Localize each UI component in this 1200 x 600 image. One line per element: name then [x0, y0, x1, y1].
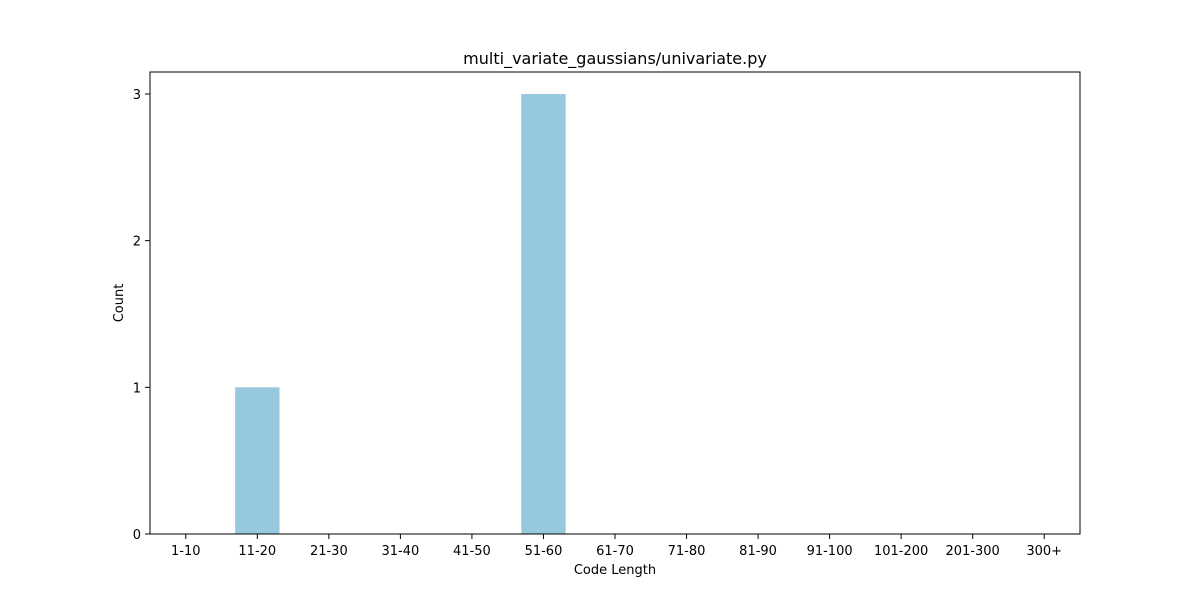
- y-axis: 0 1 2 3: [133, 88, 150, 543]
- x-tick-label-1-10: 1-10: [171, 544, 201, 559]
- bar-51-60: [521, 94, 566, 534]
- x-tick-label-71-80: 71-80: [668, 544, 706, 559]
- y-tick-label-2: 2: [133, 235, 141, 250]
- x-tick-label-61-70: 61-70: [596, 544, 634, 559]
- y-tick-label-3: 3: [133, 88, 141, 103]
- x-tick-label-300+: 300+: [1026, 544, 1062, 559]
- bars-group: [235, 94, 566, 534]
- x-tick-label-101-200: 101-200: [874, 544, 928, 559]
- x-tick-label-41-50: 41-50: [453, 544, 491, 559]
- plot-area-frame: [149, 71, 1081, 535]
- x-tick-label-11-20: 11-20: [238, 544, 276, 559]
- bar-11-20: [235, 387, 280, 534]
- x-tick-label-201-300: 201-300: [946, 544, 1000, 559]
- y-axis-title: Count: [112, 284, 127, 323]
- y-tick-label-0: 0: [133, 528, 141, 543]
- x-axis-title: Code Length: [574, 563, 656, 578]
- y-tick-label-1: 1: [133, 381, 141, 396]
- x-tick-label-21-30: 21-30: [310, 544, 348, 559]
- x-tick-label-91-100: 91-100: [807, 544, 853, 559]
- x-tick-label-51-60: 51-60: [525, 544, 563, 559]
- chart-title: multi_variate_gaussians/univariate.py: [463, 49, 767, 69]
- x-tick-label-81-90: 81-90: [739, 544, 777, 559]
- x-axis: 1-10 11-20 21-30 31-40 41-50 51-60 61-70 71-80 8…: [171, 534, 1062, 559]
- x-tick-label-31-40: 31-40: [381, 544, 419, 559]
